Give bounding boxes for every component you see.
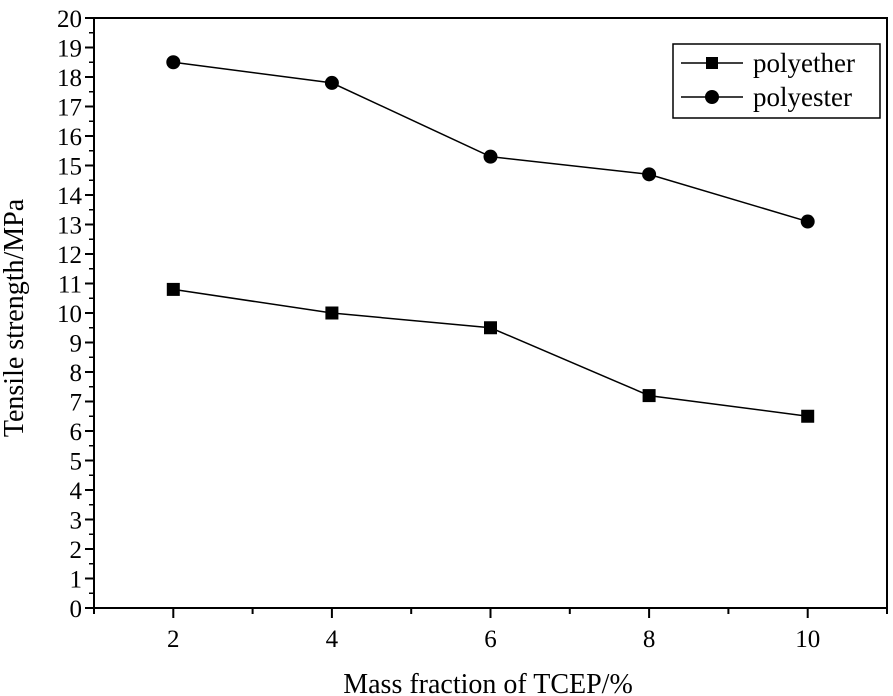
legend-entry-polyether: polyether: [681, 48, 855, 78]
y-tick-label-14: 14: [57, 183, 83, 210]
legend-entry-polyester: polyester: [681, 82, 852, 112]
series-group: [166, 55, 815, 423]
x-tick-label-10: 10: [795, 626, 820, 653]
data-point-polyether-6: [484, 321, 497, 335]
series-polyester: [166, 55, 815, 229]
y-tick-label-1: 1: [70, 567, 83, 594]
y-tick-label-19: 19: [57, 36, 82, 63]
data-point-polyester-6: [483, 149, 498, 164]
x-tick-label-4: 4: [326, 626, 339, 653]
data-point-polyether-8: [642, 389, 656, 403]
y-axis-title: Tensile strength/MPa: [0, 198, 30, 437]
y-tick-label-3: 3: [70, 508, 83, 535]
data-point-polyether-10: [801, 409, 815, 423]
y-tick-label-10: 10: [57, 301, 82, 328]
y-tick-label-13: 13: [57, 213, 82, 240]
y-tick-label-20: 20: [57, 6, 82, 33]
legend: polyether polyester: [672, 43, 881, 119]
y-tick-label-12: 12: [57, 242, 82, 269]
y-tick-label-11: 11: [58, 272, 82, 299]
x-axis: 2 4 6 8 10: [93, 608, 888, 653]
legend-marker-polyether: [706, 57, 718, 69]
y-tick-label-9: 9: [70, 331, 83, 358]
legend-label-polyether: polyether: [753, 48, 855, 78]
series-polyether: [166, 282, 815, 423]
series-line-polyether: [173, 288, 808, 417]
x-tick-label-6: 6: [484, 626, 497, 653]
y-tick-label-8: 8: [70, 360, 83, 387]
x-tick-label-2: 2: [167, 626, 180, 653]
y-tick-label-18: 18: [57, 65, 82, 92]
data-point-polyester-2: [166, 55, 181, 70]
x-axis-title: Mass fraction of TCEP/%: [343, 669, 633, 696]
y-tick-label-15: 15: [57, 154, 82, 181]
legend-marker-polyester: [705, 90, 719, 104]
y-tick-label-2: 2: [70, 537, 83, 564]
data-point-polyether-4: [325, 306, 339, 320]
x-tick-label-8: 8: [643, 626, 656, 653]
y-tick-label-6: 6: [70, 419, 83, 446]
y-tick-label-4: 4: [70, 478, 83, 505]
legend-box: [672, 43, 881, 119]
y-tick-label-7: 7: [70, 390, 83, 417]
data-point-polyester-10: [800, 214, 815, 229]
data-point-polyether-2: [166, 282, 180, 296]
y-tick-label-5: 5: [70, 449, 83, 476]
data-point-polyester-4: [324, 75, 339, 90]
data-point-polyester-8: [642, 167, 657, 182]
y-tick-label-0: 0: [70, 596, 83, 623]
y-tick-label-16: 16: [57, 124, 82, 151]
y-tick-label-17: 17: [57, 95, 82, 122]
legend-label-polyester: polyester: [753, 82, 852, 112]
